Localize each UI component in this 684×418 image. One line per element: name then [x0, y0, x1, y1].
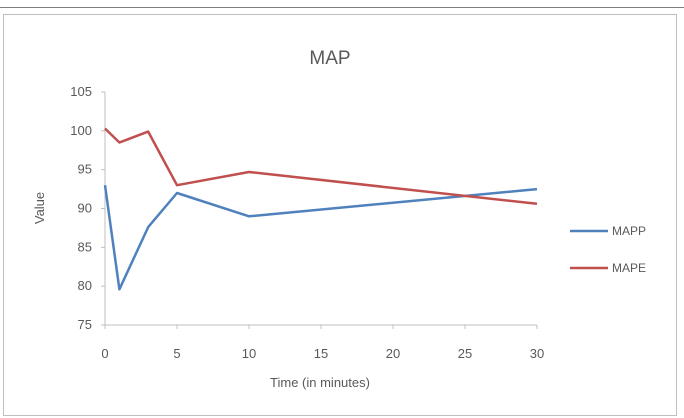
y-tick-label: 100 — [70, 123, 92, 138]
x-tick-label: 10 — [242, 346, 256, 361]
chart-frame — [3, 14, 677, 416]
legend: MAPP MAPE — [570, 224, 646, 275]
x-tick-label: 25 — [458, 346, 472, 361]
x-axis-ticks: 0 5 10 15 20 25 30 — [101, 325, 544, 361]
top-divider — [0, 7, 684, 8]
x-tick-label: 20 — [386, 346, 400, 361]
x-tick-label: 15 — [314, 346, 328, 361]
x-tick-label: 5 — [173, 346, 180, 361]
y-tick-label: 85 — [78, 239, 92, 254]
legend-label-mape: MAPE — [612, 261, 646, 275]
chart-title: MAP — [309, 48, 350, 69]
y-axis-label: Value — [32, 192, 47, 224]
x-axis-label: Time (in minutes) — [270, 375, 370, 390]
y-tick-label: 75 — [78, 317, 92, 332]
series-line-mape — [104, 127, 538, 206]
legend-label-mapp: MAPP — [612, 224, 646, 238]
series-line-mapp — [103, 185, 538, 291]
y-tick-label: 95 — [78, 162, 92, 177]
x-tick-label: 0 — [101, 346, 108, 361]
y-tick-label: 80 — [78, 278, 92, 293]
series-lines — [103, 127, 538, 291]
y-tick-label: 90 — [78, 201, 92, 216]
y-tick-label: 105 — [70, 84, 92, 99]
y-axis-ticks: 105 100 95 90 85 80 75 — [70, 84, 105, 332]
x-tick-label: 30 — [530, 346, 544, 361]
